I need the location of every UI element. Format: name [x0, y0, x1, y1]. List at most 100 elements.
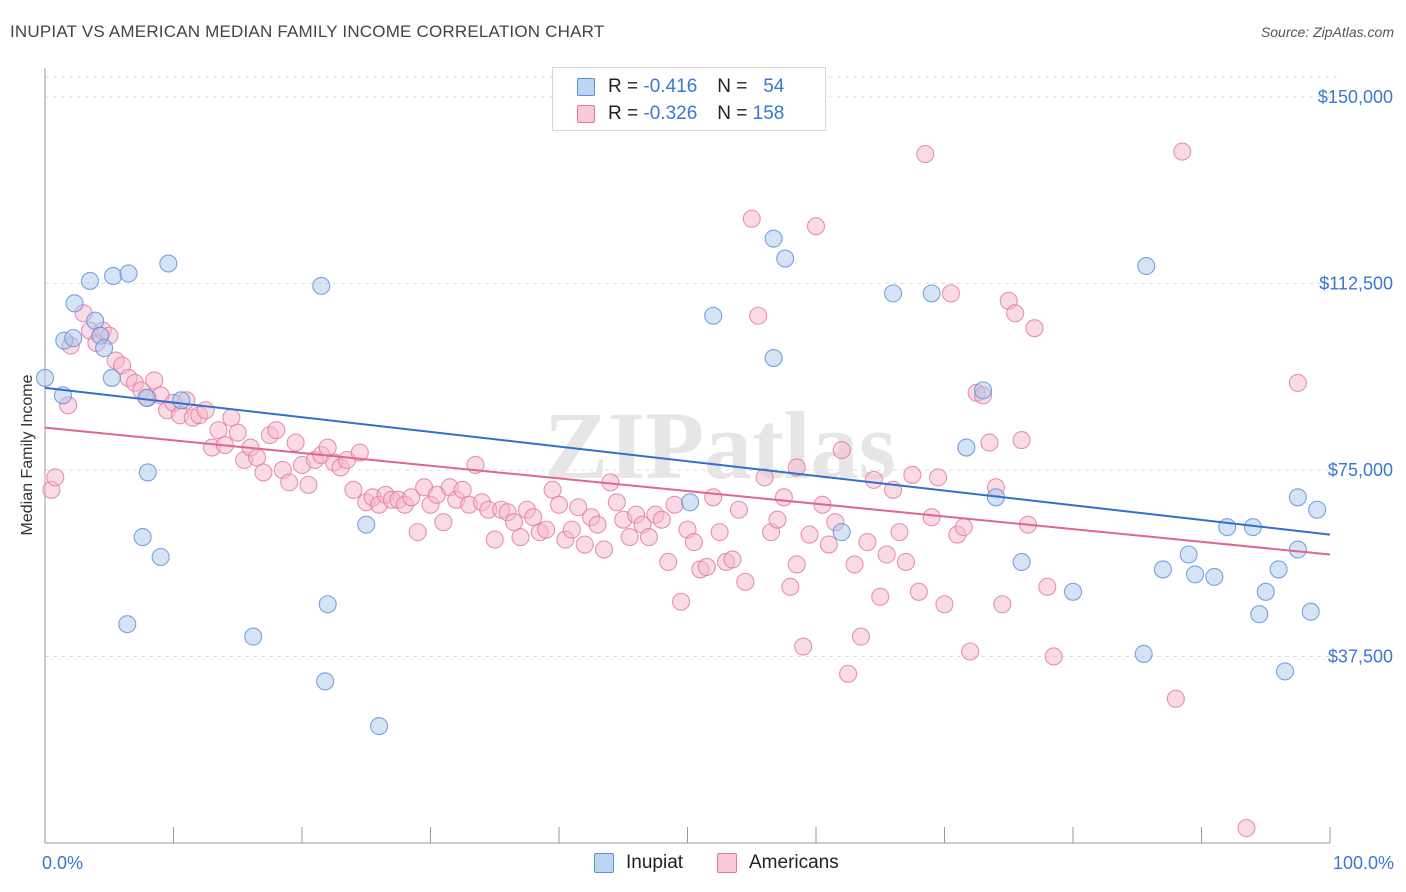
- americans-point: [755, 468, 774, 487]
- americans-point: [280, 473, 299, 492]
- americans-point: [909, 582, 928, 601]
- americans-point: [145, 371, 164, 390]
- americans-point: [903, 465, 922, 484]
- americans-point: [704, 488, 723, 507]
- y-axis-label: Median Family Income: [19, 374, 36, 536]
- americans-swatch: [717, 853, 737, 873]
- chart-source: Source: ZipAtlas.com: [1260, 24, 1394, 40]
- americans-point: [806, 217, 826, 236]
- inupiat-point: [65, 294, 84, 313]
- americans-point: [1173, 142, 1192, 161]
- series-legend: Inupiat Americans: [0, 852, 1406, 876]
- americans-point: [858, 533, 877, 552]
- inupiat-point: [1179, 545, 1198, 564]
- americans-point: [1012, 431, 1031, 450]
- americans-point: [864, 470, 883, 489]
- americans-point: [839, 664, 858, 683]
- americans-point: [228, 423, 247, 442]
- inupiat-point: [1256, 582, 1275, 601]
- inupiat-point: [764, 348, 783, 368]
- inupiat-point: [1288, 540, 1307, 559]
- inupiat-point: [1205, 567, 1224, 586]
- americans-point: [594, 540, 614, 559]
- inupiat-points: [35, 229, 1327, 736]
- americans-point: [877, 545, 896, 564]
- americans-point: [1288, 373, 1307, 392]
- americans-point: [980, 433, 999, 452]
- inupiat-point: [922, 284, 941, 303]
- americans-points: [42, 142, 1307, 838]
- americans-point: [267, 421, 286, 440]
- legend-item-inupiat: Inupiat: [594, 852, 683, 874]
- legend-r-label: R =: [608, 103, 639, 124]
- inupiat-point: [312, 276, 331, 295]
- americans-point: [729, 500, 748, 519]
- americans-point: [672, 592, 691, 611]
- americans-point: [736, 572, 755, 591]
- americans-point: [588, 515, 607, 534]
- inupiat-point: [1308, 500, 1327, 519]
- americans-point: [453, 480, 472, 499]
- inupiat-point: [681, 493, 700, 512]
- americans-point: [408, 523, 427, 542]
- americans-point: [941, 284, 960, 303]
- americans-point: [697, 557, 716, 576]
- legend-row-inupiat: R = -0.416 N = 54: [577, 76, 784, 98]
- inupiat-point: [159, 254, 178, 273]
- inupiat-point: [318, 595, 337, 614]
- americans-point: [742, 209, 761, 228]
- americans-point: [851, 627, 871, 646]
- americans-point: [710, 523, 729, 542]
- americans-point: [787, 555, 806, 574]
- legend-n-value: 158: [752, 103, 785, 124]
- americans-point: [993, 595, 1012, 614]
- americans-point: [543, 480, 562, 499]
- americans-point: [485, 530, 504, 549]
- americans-point: [787, 458, 806, 477]
- trend-lines: [44, 386, 1331, 556]
- americans-point: [916, 145, 935, 164]
- americans-point: [665, 495, 684, 514]
- americans-point: [46, 468, 65, 487]
- americans-point: [954, 518, 973, 537]
- legend-label-americans: Americans: [749, 852, 839, 873]
- inupiat-point: [118, 615, 137, 634]
- legend-n-value: 54: [763, 76, 785, 97]
- y-tick-labels: $37,500 $75,000 $112,500 $150,000: [1318, 87, 1393, 667]
- americans-point: [434, 513, 453, 532]
- inupiat-point: [138, 463, 157, 482]
- x-tick-label-min: 0.0%: [42, 853, 84, 873]
- inupiat-point: [776, 249, 795, 268]
- americans-point: [524, 508, 543, 527]
- americans-point: [1038, 577, 1057, 596]
- inupiat-point: [957, 438, 976, 457]
- y-tick-label: $37,500: [1328, 646, 1393, 666]
- inupiat-point: [64, 329, 83, 348]
- americans-point: [1237, 819, 1256, 838]
- inupiat-point: [973, 381, 993, 400]
- legend-r-label: R =: [608, 76, 639, 97]
- correlation-legend: R = -0.416 N = 54 R = -0.326 N = 158: [552, 67, 826, 131]
- inupiat-point: [1137, 256, 1156, 276]
- americans-point: [749, 306, 768, 325]
- legend-r-value: -0.326: [643, 103, 698, 124]
- inupiat-swatch: [594, 853, 614, 873]
- inupiat-point: [151, 547, 170, 567]
- americans-point: [607, 493, 626, 512]
- inupiat-point: [1301, 602, 1320, 621]
- legend-label-inupiat: Inupiat: [626, 852, 684, 873]
- americans-point: [196, 401, 215, 420]
- inupiat-point: [1153, 560, 1172, 579]
- x-tick-label-max: 100.0%: [1332, 853, 1394, 873]
- americans-point: [549, 495, 569, 514]
- inupiat-point: [80, 271, 100, 290]
- americans-point: [684, 533, 703, 552]
- inupiat-point: [95, 339, 114, 358]
- y-tick-label: $75,000: [1328, 460, 1393, 480]
- americans-point: [819, 535, 838, 554]
- americans-point: [871, 587, 890, 606]
- americans-point: [781, 577, 800, 596]
- americans-point: [299, 475, 318, 494]
- americans-point: [800, 525, 819, 544]
